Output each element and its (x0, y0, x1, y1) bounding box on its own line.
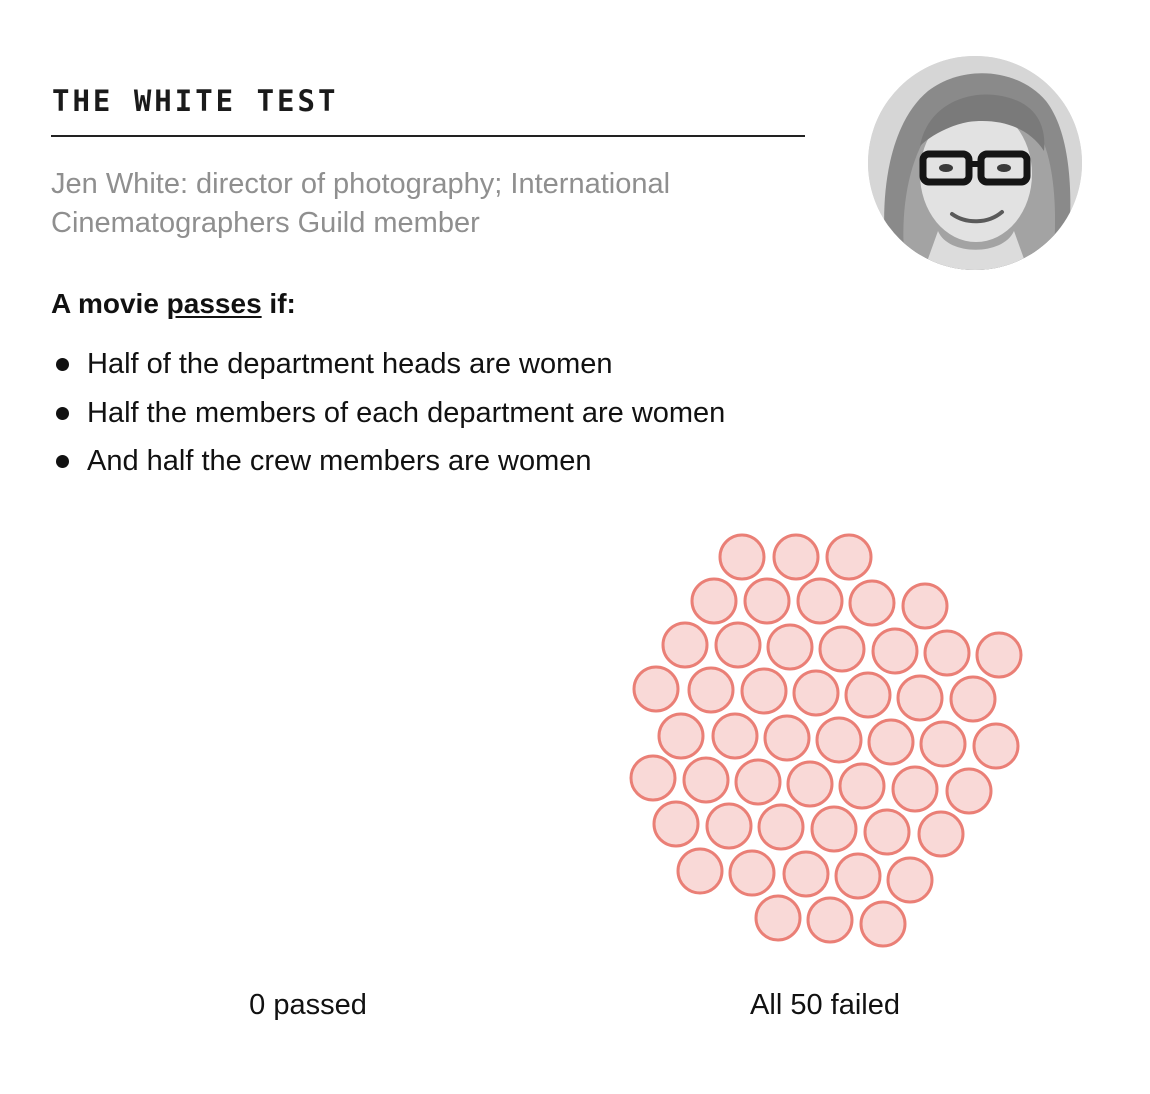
criteria-item: Half the members of each department are … (52, 393, 725, 442)
failed-movie-bubble (714, 621, 762, 669)
criteria-text: And half the crew members are women (87, 445, 592, 477)
failed-movie-bubble (886, 856, 934, 904)
passes-heading-suffix: if: (269, 288, 296, 319)
failed-movie-bubble (682, 756, 730, 804)
failed-movie-bubble (766, 623, 814, 671)
failed-movie-bubble (772, 533, 820, 581)
title-divider (51, 135, 805, 137)
failed-movie-bubble (728, 849, 776, 897)
failed-count-label: All 50 failed (750, 989, 900, 1021)
criteria-item: And half the crew members are women (52, 441, 725, 490)
failed-movie-bubble (734, 758, 782, 806)
failed-movie-bubble (718, 533, 766, 581)
criteria-item: Half of the department heads are women (52, 344, 725, 393)
criteria-text: Half the members of each department are … (87, 396, 726, 429)
failed-movie-bubble (657, 712, 705, 760)
criteria-list: Half of the department heads are women H… (52, 344, 725, 490)
failed-movie-bubble (705, 802, 753, 850)
failed-movie-bubble (782, 850, 830, 898)
passes-heading-keyword: passes (166, 288, 262, 319)
failed-movie-bubble (972, 722, 1020, 770)
failed-movie-bubble (754, 894, 802, 942)
failed-movie-bubble (629, 754, 677, 802)
bullet-icon (56, 358, 69, 371)
failed-movie-bubble (690, 577, 738, 625)
failed-movie-bubble (844, 671, 892, 719)
bullet-icon (56, 406, 69, 420)
failed-movie-bubble (740, 667, 788, 715)
passes-heading: A movie passes if: (51, 288, 296, 320)
failed-movie-bubble (871, 627, 919, 675)
failed-movie-bubble (796, 577, 844, 625)
failed-movie-bubble (975, 631, 1023, 679)
bullet-icon (56, 455, 69, 468)
passes-heading-prefix: A movie (51, 288, 159, 319)
failed-movie-bubble (919, 720, 967, 768)
failed-movie-bubble (632, 665, 680, 713)
failed-movie-bubble (923, 629, 971, 677)
criteria-text: Half of the department heads are women (87, 348, 613, 380)
subtitle: Jen White: director of photography; Inte… (51, 168, 671, 239)
failed-movie-bubble (848, 579, 896, 627)
failed-movie-bubble (867, 718, 915, 766)
failed-movie-bubble (825, 533, 873, 581)
failed-movie-bubble (652, 800, 700, 848)
failed-movie-bubble (757, 803, 805, 851)
passed-count-label: 0 passed (249, 989, 367, 1021)
failed-movie-bubble (815, 716, 863, 764)
failed-movie-bubble (945, 767, 993, 815)
failed-movie-bubble (834, 852, 882, 900)
failed-movie-bubble (838, 762, 886, 810)
failed-movie-bubble (687, 666, 735, 714)
failed-movie-bubble (901, 582, 949, 630)
failed-movie-bubble (859, 900, 907, 948)
failed-movie-bubble (917, 810, 965, 858)
failed-group (629, 533, 1023, 948)
failed-movie-bubble (810, 805, 858, 853)
portrait-avatar (868, 56, 1082, 270)
failed-movie-bubble (763, 714, 811, 762)
failed-movie-bubble (711, 712, 759, 760)
test-title: THE WHITE TEST (52, 84, 339, 118)
failed-movie-bubble (786, 760, 834, 808)
failed-movie-bubble (806, 896, 854, 944)
failed-movie-bubble (891, 765, 939, 813)
failed-movie-bubble (896, 674, 944, 722)
failed-movie-bubble (743, 577, 791, 625)
failed-movie-bubble (676, 847, 724, 895)
failed-movie-bubble (661, 621, 709, 669)
failed-movie-bubble (792, 669, 840, 717)
portrait-illustration (868, 56, 1082, 270)
failed-movie-bubble (818, 625, 866, 673)
failed-movie-bubble (863, 808, 911, 856)
failed-movie-bubble (949, 675, 997, 723)
